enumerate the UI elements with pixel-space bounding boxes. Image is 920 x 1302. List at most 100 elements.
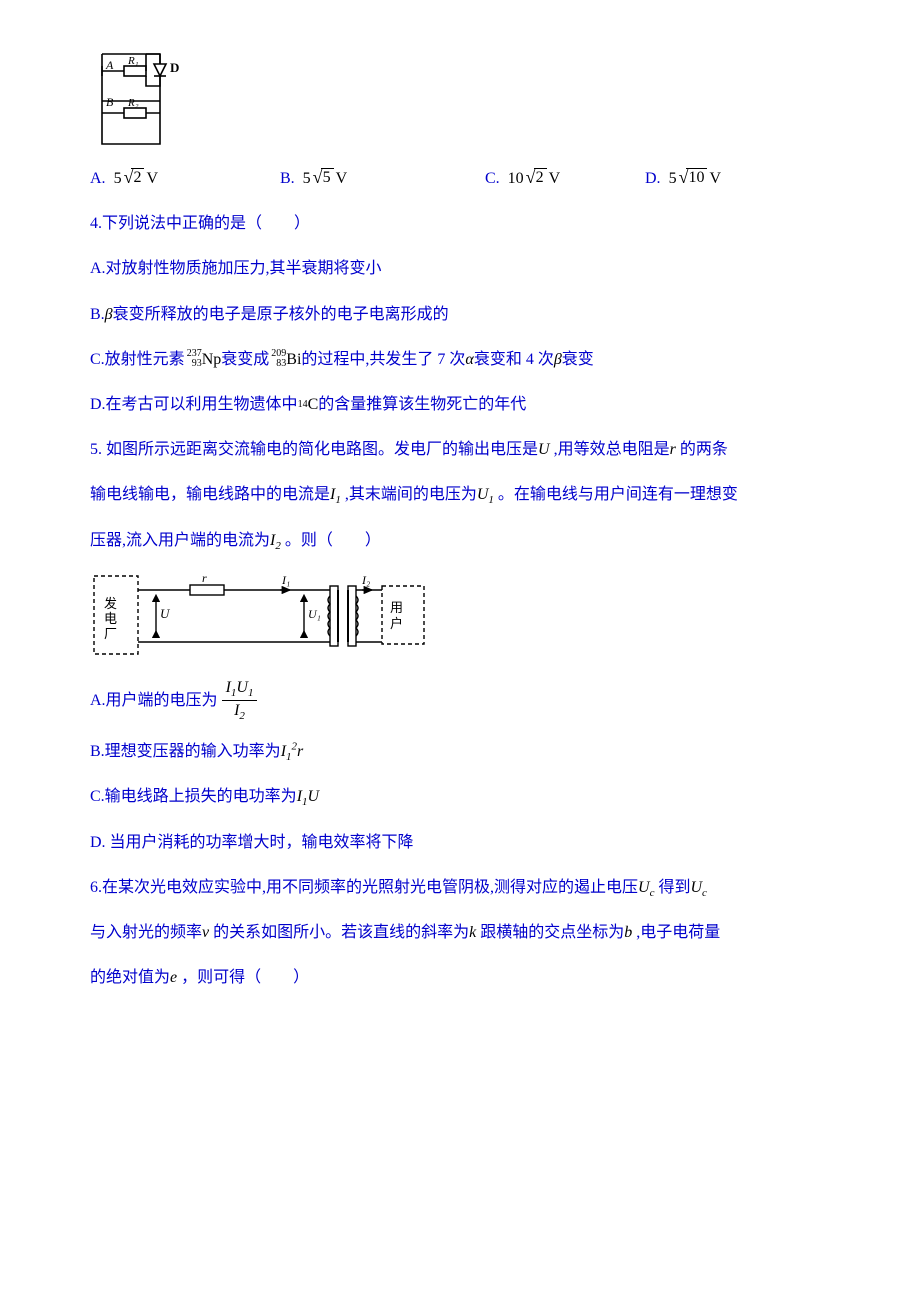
svg-text:U: U xyxy=(160,606,171,621)
q5-transmission-figure: 发 电 厂 用 户 U r I₁ U₁ I₂ xyxy=(90,568,830,668)
q4-option-B: B. β 衰变所释放的电子是原子核外的电子电离形成的 xyxy=(90,297,830,332)
svg-text:r: r xyxy=(202,571,207,585)
svg-text:I₂: I₂ xyxy=(361,573,370,587)
svg-text:A: A xyxy=(105,58,114,72)
q6-l3-post: ，则可得（ ） xyxy=(177,969,309,986)
sym-Uc2: U xyxy=(690,879,702,896)
q5-C-pre: C.输电线路上损失的电功率为 xyxy=(90,779,297,814)
q5-option-D: D. 当用户消耗的功率增大时，输电效率将下降 xyxy=(90,825,830,860)
q3-option-D: D. 5 10V xyxy=(645,161,721,196)
q6-l3-pre: 的绝对值为 xyxy=(90,969,170,986)
sym-Uc: U xyxy=(638,879,650,896)
q3-D-unit: V xyxy=(709,170,721,187)
q3-C-coef: 10 xyxy=(508,170,524,187)
q4-B-pre: B. xyxy=(90,297,105,332)
q5-l2-pre: 输电线输电，输电线路中的电流是 xyxy=(90,486,330,503)
q4-C-post3: 衰变 xyxy=(562,342,594,377)
q3-D-rad: 10 xyxy=(686,168,707,187)
label-B: B. xyxy=(280,161,295,196)
np-z: 93 xyxy=(187,359,202,369)
q3-C-unit: V xyxy=(549,170,561,187)
q3-option-A: A. 52V xyxy=(90,161,280,196)
svg-text:B: B xyxy=(106,95,114,109)
q4-B-post: 衰变所释放的电子是原子核外的电子电离形成的 xyxy=(113,297,449,332)
c14-symbol: C xyxy=(308,387,319,422)
q6-l2-pre: 与入射光的频率 xyxy=(90,924,202,941)
q3-B-unit: V xyxy=(336,170,348,187)
svg-text:户: 户 xyxy=(390,616,403,631)
q3-A-coef: 5 xyxy=(114,170,122,187)
q5-B-I-sub: 1 xyxy=(286,751,292,763)
svg-text:R₂: R₂ xyxy=(127,97,139,109)
q5-A-pre: A.用户端的电压为 xyxy=(90,683,218,718)
q3-D-coef: 5 xyxy=(669,170,677,187)
q5-A-fraction: I1U1 I2 xyxy=(222,678,258,724)
label-D: D. xyxy=(645,161,661,196)
q5-l2-mid: ,其末端间的电压为 xyxy=(341,486,477,503)
q5-option-C: C.输电线路上损失的电功率为 I1U xyxy=(90,779,830,814)
q5-l3-pre: 压器,流入用户端的电流为 xyxy=(90,532,270,549)
q5-stem-line2: 输电线输电，输电线路中的电流是I1 ,其末端间的电压为U1 。在输电线与用户间连… xyxy=(90,477,830,512)
np-prefix: 237 93 xyxy=(187,349,202,369)
svg-text:电: 电 xyxy=(104,611,117,626)
label-A: A. xyxy=(90,161,106,196)
np-symbol: Np xyxy=(202,342,222,377)
q6-l2-post: ,电子电荷量 xyxy=(632,924,720,941)
q4-C-post1: 的过程中,共发生了 7 次 xyxy=(301,342,465,377)
q5-l2-post: 。在输电线与用户间连有一理想变 xyxy=(494,486,738,503)
q3-B-coef: 5 xyxy=(303,170,311,187)
q6-line3: 的绝对值为e ，则可得（ ） xyxy=(90,960,830,995)
frac-num-U: U xyxy=(236,679,248,696)
q4-option-C: C.放射性元素 237 93 Np 衰变成 209 83 Bi 的过程中,共发生… xyxy=(90,342,830,377)
q4-C-pre: C.放射性元素 xyxy=(90,342,185,377)
q4-option-A: A.对放射性物质施加压力,其半衰期将变小 xyxy=(90,251,830,286)
q3-A-unit: V xyxy=(146,170,158,187)
frac-den-I-sub: 2 xyxy=(239,711,245,723)
sym-Uc2-sub: c xyxy=(702,887,707,899)
q5-C-U: U xyxy=(308,788,320,805)
q5-stem-line3: 压器,流入用户端的电流为I2 。则（ ） xyxy=(90,523,830,558)
q4-D-pre: D.在考古可以利用生物遗体中 xyxy=(90,387,298,422)
q6-l1-mid: 得到 xyxy=(654,879,690,896)
sym-U: U xyxy=(538,441,550,458)
beta-symbol-2: β xyxy=(554,342,562,377)
q5-l1-pre: 5. 如图所示远距离交流输电的简化电路图。发电厂的输出电压是 xyxy=(90,441,538,458)
q4-D-post: 的含量推算该生物死亡的年代 xyxy=(318,387,526,422)
bi-z: 83 xyxy=(271,359,286,369)
q3-option-B: B. 55V xyxy=(280,161,485,196)
q3-B-rad: 5 xyxy=(321,168,334,187)
beta-symbol: β xyxy=(105,297,113,332)
circuit-svg: A B R₁ R₂ D xyxy=(90,46,185,151)
plant-label: 发 xyxy=(104,596,117,611)
q4-stem: 4.下列说法中正确的是（ ） xyxy=(90,206,830,241)
q5-B-pre: B.理想变压器的输入功率为 xyxy=(90,734,281,769)
q3-circuit-figure: A B R₁ R₂ D xyxy=(90,46,830,151)
q5-l1-post: 的两条 xyxy=(676,441,728,458)
svg-text:I₁: I₁ xyxy=(281,573,290,587)
q3-options: A. 52V B. 55V C. 102V D. 510V xyxy=(90,161,830,196)
sym-U1: U xyxy=(477,486,489,503)
q4-option-D: D.在考古可以利用生物遗体中 14C 的含量推算该生物死亡的年代 xyxy=(90,387,830,422)
svg-text:R₁: R₁ xyxy=(127,55,139,67)
q5-option-A: A.用户端的电压为 I1U1 I2 xyxy=(90,678,830,724)
user-label: 用 xyxy=(390,600,403,615)
q5-B-r: r xyxy=(297,743,303,760)
bi-symbol: Bi xyxy=(286,342,301,377)
q4-C-mid: 衰变成 xyxy=(221,342,269,377)
svg-text:U₁: U₁ xyxy=(308,607,321,621)
q4-C-post2: 衰变和 4 次 xyxy=(474,342,554,377)
svg-text:厂: 厂 xyxy=(104,626,117,641)
q5-stem-line1: 5. 如图所示远距离交流输电的简化电路图。发电厂的输出电压是U ,用等效总电阻是… xyxy=(90,432,830,467)
q6-l1-pre: 6.在某次光电效应实验中,用不同频率的光照射光电管阴极,测得对应的遏止电压 xyxy=(90,879,638,896)
q5-option-B: B.理想变压器的输入功率为 I12r xyxy=(90,734,830,769)
frac-num-U-sub: 1 xyxy=(248,687,254,699)
svg-text:D: D xyxy=(170,60,179,75)
q3-C-rad: 2 xyxy=(534,168,547,187)
q6-line2: 与入射光的频率ν 的关系如图所小。若该直线的斜率为k 跟横轴的交点坐标为b ,电… xyxy=(90,915,830,950)
q6-line1: 6.在某次光电效应实验中,用不同频率的光照射光电管阴极,测得对应的遏止电压Uc … xyxy=(90,870,830,905)
c14-mass: 14 xyxy=(298,394,308,416)
q5-l3-post: 。则（ ） xyxy=(281,532,381,549)
alpha-symbol: α xyxy=(465,342,473,377)
q6-l2-mid2: 跟横轴的交点坐标为 xyxy=(476,924,624,941)
q6-l2-mid: 的关系如图所小。若该直线的斜率为 xyxy=(209,924,469,941)
